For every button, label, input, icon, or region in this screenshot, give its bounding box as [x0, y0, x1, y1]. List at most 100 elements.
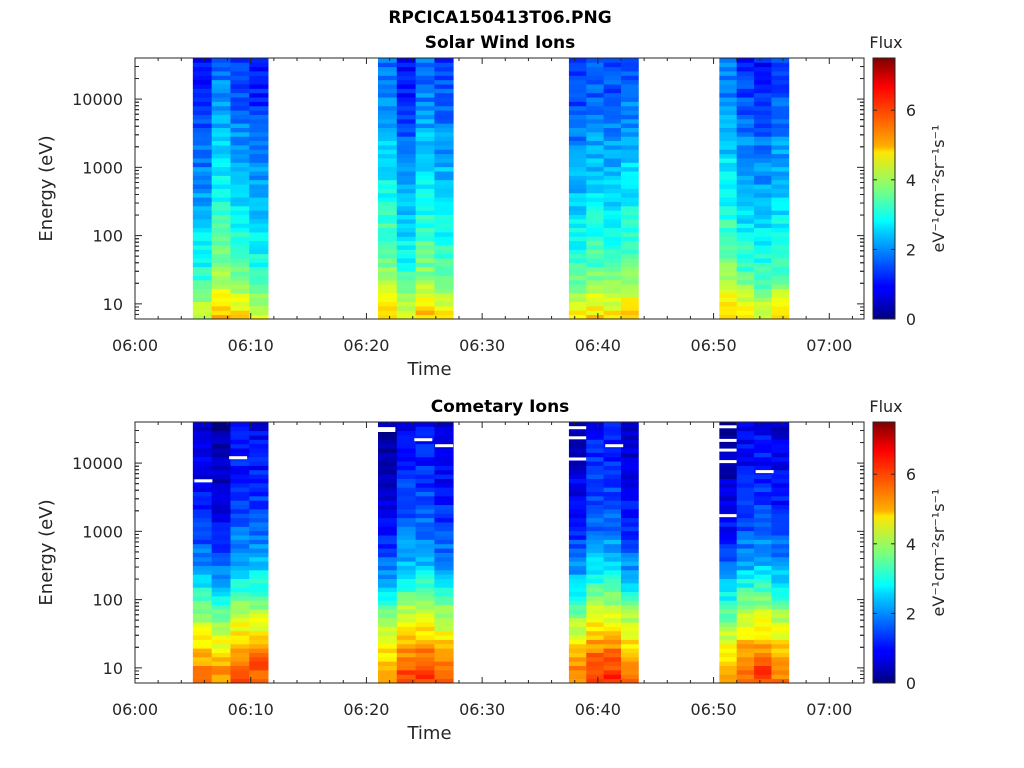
heatmap-cell [586, 136, 605, 142]
heatmap-cell [415, 600, 435, 606]
heatmap-cell [621, 561, 639, 566]
heatmap-cell [434, 626, 454, 632]
heatmap-cell [719, 456, 738, 462]
heatmap-cell [211, 201, 231, 207]
heatmap-cell [396, 223, 416, 229]
heatmap-cell [754, 543, 772, 549]
heatmap-cell [771, 661, 790, 666]
heatmap-cell [771, 665, 790, 671]
heatmap-cell [211, 535, 231, 540]
heatmap-cell [621, 552, 639, 558]
heatmap-cell [719, 669, 738, 675]
heatmap-cell [211, 556, 231, 562]
heatmap-cell [586, 292, 605, 298]
heatmap-cell [192, 448, 213, 453]
heatmap-cell [415, 609, 435, 614]
heatmap-cell [230, 448, 250, 453]
heatmap-cell [211, 249, 231, 255]
heatmap-cell [719, 171, 738, 176]
heatmap-cell [211, 131, 231, 137]
heatmap-cell [396, 249, 416, 255]
heatmap-cell [211, 495, 231, 501]
heatmap-cell [192, 587, 213, 593]
heatmap-cell [736, 674, 755, 680]
heatmap-cell [771, 487, 790, 492]
heatmap-cell [211, 669, 231, 675]
heatmap-cell [568, 249, 587, 255]
heatmap-cell [249, 548, 269, 553]
heatmap-cell [192, 652, 213, 658]
heatmap-cell [396, 253, 416, 259]
heatmap-cell [434, 674, 454, 680]
heatmap-cell [230, 101, 250, 107]
heatmap-cell [603, 522, 622, 527]
heatmap-cell [586, 123, 605, 128]
heatmap-cell [192, 188, 213, 194]
heatmap-cell [434, 175, 454, 181]
heatmap-cell [211, 522, 231, 527]
heatmap-cell [586, 210, 605, 215]
heatmap-cell [378, 482, 398, 488]
heatmap-cell [568, 461, 587, 466]
heatmap-cell [192, 487, 213, 492]
heatmap-cell [192, 613, 213, 619]
heatmap-cell [378, 79, 398, 85]
heatmap-cell [736, 110, 755, 115]
heatmap-cell [621, 140, 639, 146]
heatmap-cell [211, 456, 231, 462]
heatmap-cell [621, 314, 639, 320]
heatmap-cell [603, 556, 622, 562]
heatmap-cell [230, 630, 250, 636]
heatmap-cell [396, 669, 416, 675]
heatmap-cell [736, 201, 755, 207]
heatmap-cell [754, 310, 772, 316]
heatmap-cell [211, 58, 231, 63]
heatmap-cell [621, 513, 639, 519]
heatmap-cell [192, 88, 213, 94]
heatmap-cell [586, 452, 605, 458]
missing-data-mark [377, 429, 396, 432]
heatmap-cell [230, 669, 250, 675]
heatmap-cell [771, 71, 790, 76]
heatmap-cell [719, 136, 738, 142]
heatmap-cell [396, 665, 416, 671]
heatmap-cell [568, 665, 587, 671]
heatmap-cell [249, 275, 269, 281]
heatmap-cell [603, 79, 622, 85]
heatmap-cell [378, 522, 398, 527]
heatmap-cell [415, 210, 435, 215]
heatmap-cell [378, 123, 398, 128]
heatmap-cell [230, 62, 250, 68]
heatmap-cell [415, 310, 435, 316]
heatmap-cell [568, 574, 587, 579]
heatmap-cell [230, 674, 250, 680]
heatmap-cell [754, 92, 772, 98]
heatmap-cell [568, 166, 587, 172]
heatmap-cell [621, 105, 639, 111]
heatmap-cell [771, 448, 790, 453]
heatmap-cell [736, 158, 755, 163]
heatmap-cell [754, 171, 772, 176]
heatmap-cell [621, 504, 639, 510]
heatmap-cell [736, 258, 755, 263]
heatmap-cell [568, 201, 587, 207]
heatmap-cell [249, 197, 269, 202]
heatmap-cell [415, 136, 435, 142]
heatmap-cell [378, 600, 398, 606]
heatmap-cell [396, 314, 416, 320]
heatmap-cell [568, 292, 587, 298]
heatmap-cell [192, 301, 213, 307]
heatmap-cell [434, 66, 454, 72]
heatmap-cell [603, 648, 622, 653]
heatmap-cell [586, 305, 605, 311]
heatmap-cell [621, 101, 639, 107]
heatmap-cell [771, 526, 790, 532]
heatmap-cell [396, 245, 416, 250]
heatmap-cell [754, 275, 772, 281]
heatmap-cell [230, 179, 250, 185]
heatmap-cell [719, 284, 738, 289]
heatmap-cell [192, 292, 213, 298]
heatmap-cell [736, 626, 755, 632]
heatmap-cell [719, 465, 738, 471]
heatmap-cell [719, 205, 738, 211]
